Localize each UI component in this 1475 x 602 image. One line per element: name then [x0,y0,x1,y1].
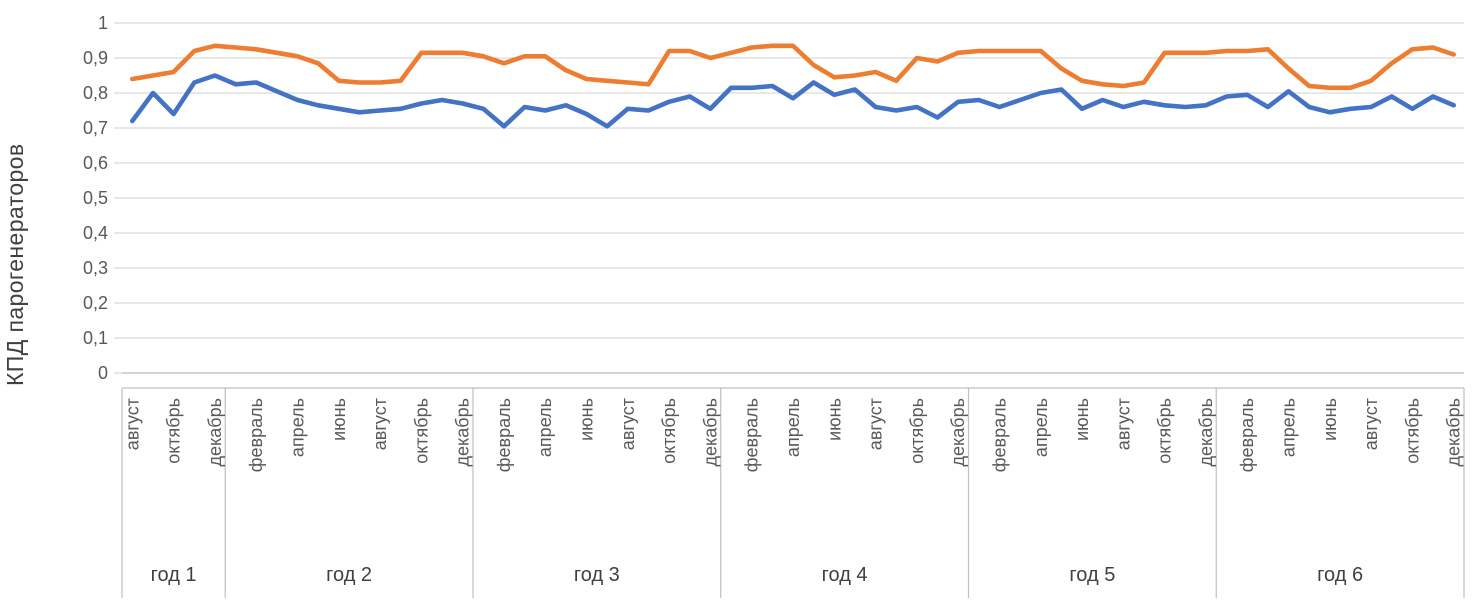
x-tick-label: февраль [494,398,514,472]
x-tick-label: апрель [287,398,307,457]
x-tick-label: октябрь [659,398,679,464]
year-group-label: год 5 [1069,564,1115,586]
x-tick-label: август [866,398,886,450]
year-group-label: год 1 [151,564,197,586]
year-group-label: год 6 [1317,564,1363,586]
x-tick-label: апрель [535,398,555,457]
y-tick-label: 0,8 [83,83,108,103]
x-tick-label: август [618,398,638,450]
y-tick-label: 0,4 [83,223,108,243]
x-tick-label: август [1113,398,1133,450]
y-tick-label: 0,7 [83,118,108,138]
year-group-label: год 4 [822,564,868,586]
series-orange-line [130,43,1456,91]
year-group-label: год 3 [574,564,620,586]
x-tick-label: декабрь [1196,398,1216,467]
x-tick-label: апрель [1279,398,1299,457]
x-tick-label: октябрь [1402,398,1422,464]
x-tick-label: октябрь [907,398,927,464]
x-tick-label: июнь [329,398,349,441]
x-tick-label: декабрь [453,398,473,467]
x-tick-label: октябрь [164,398,184,464]
y-tick-label: 0,5 [83,188,108,208]
y-tick-label: 0,3 [83,258,108,278]
year-group-label: год 2 [326,564,372,586]
x-tick-label: февраль [1237,398,1257,472]
x-tick-label: декабрь [205,398,225,467]
y-tick-label: 0,6 [83,153,108,173]
x-tick-label: июнь [824,398,844,441]
x-tick-label: февраль [246,398,266,472]
x-tick-label: апрель [1031,398,1051,457]
x-tick-label: октябрь [1155,398,1175,464]
x-tick-label: декабрь [1444,398,1464,467]
x-tick-label: июнь [1320,398,1340,441]
x-tick-label: август [370,398,390,450]
x-tick-label: февраль [742,398,762,472]
y-tick-label: 0,1 [83,328,108,348]
y-tick-label: 0 [98,363,108,383]
y-tick-label: 0,9 [83,48,108,68]
x-tick-label: июнь [577,398,597,441]
x-tick-label: декабрь [948,398,968,467]
x-tick-label: июнь [1072,398,1092,441]
y-axis-title: КПД парогенераторов [2,143,28,386]
x-tick-label: август [122,398,142,450]
x-tick-label: декабрь [700,398,720,467]
x-tick-label: апрель [783,398,803,457]
y-tick-label: 1 [98,13,108,33]
x-tick-label: февраль [989,398,1009,472]
y-tick-label: 0,2 [83,293,108,313]
series-blue-line [130,73,1456,129]
x-tick-label: август [1361,398,1381,450]
x-tick-label: октябрь [411,398,431,464]
